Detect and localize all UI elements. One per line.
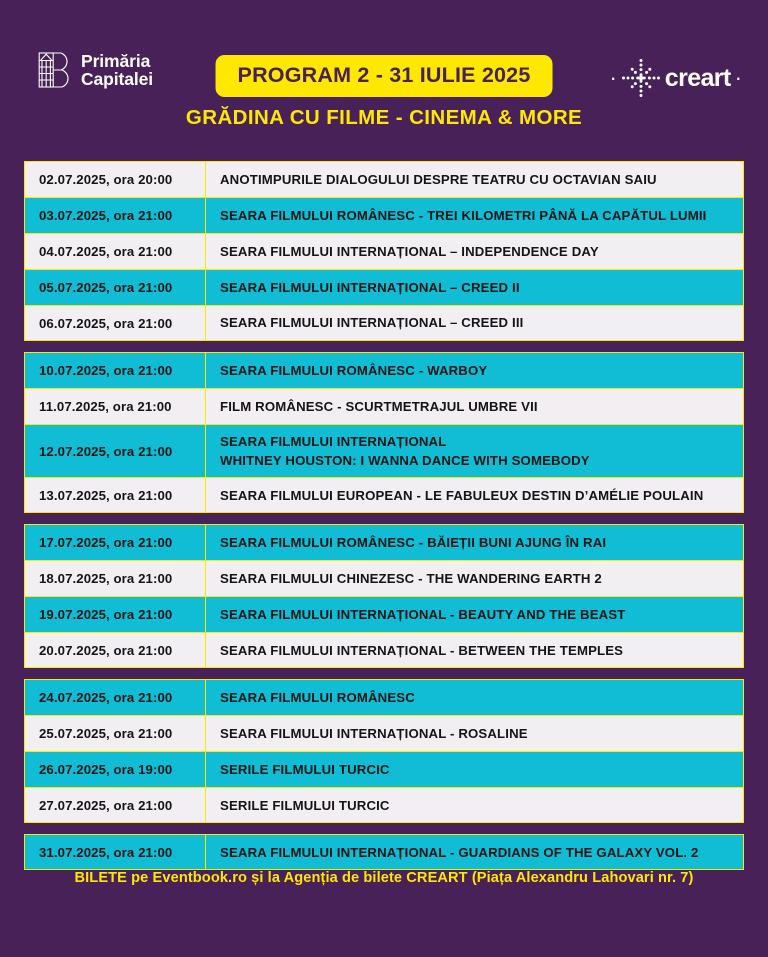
table-row[interactable]: 12.07.2025, ora 21:00 SEARA FILMULUI INTE… (24, 424, 744, 478)
schedule-group: 02.07.2025, ora 20:00 ANOTIMPURILE DIALOG… (24, 161, 744, 341)
table-row[interactable]: 25.07.2025, ora 21:00 SEARA FILMULUI INTE… (24, 715, 744, 752)
table-row[interactable]: 17.07.2025, ora 21:00 SEARA FILMULUI ROMÂ… (24, 524, 744, 561)
creart-logo: · (609, 58, 742, 98)
event-datetime: 06.07.2025, ora 21:00 (25, 306, 206, 340)
table-row[interactable]: 13.07.2025, ora 21:00 SEARA FILMULUI EURO… (24, 477, 744, 514)
table-row[interactable]: 26.07.2025, ora 19:00 SERILE FILMULUI TUR… (24, 751, 744, 788)
table-row[interactable]: 03.07.2025, ora 21:00 SEARA FILMULUI ROMÂ… (24, 197, 744, 233)
event-title: SERILE FILMULUI TURCIC (220, 797, 390, 813)
event-title: SEARA FILMULUI INTERNAȚIONAL – CREED II (220, 279, 520, 295)
event-datetime: 12.07.2025, ora 21:00 (25, 425, 206, 478)
table-row[interactable]: 06.07.2025, ora 21:00 SEARA FILMULUI INTE… (24, 305, 744, 341)
event-datetime: 04.07.2025, ora 21:00 (25, 234, 206, 269)
table-row[interactable]: 04.07.2025, ora 21:00 SEARA FILMULUI INTE… (24, 233, 744, 269)
event-title: SEARA FILMULUI INTERNAȚIONAL – INDEPENDE… (220, 243, 599, 259)
event-datetime: 20.07.2025, ora 21:00 (25, 633, 206, 668)
schedule-group: 10.07.2025, ora 21:00 SEARA FILMULUI ROMÂ… (24, 352, 744, 514)
event-title: SEARA FILMULUI ROMÂNESC - TREI KILOMETRI… (220, 207, 707, 223)
creart-wordmark: creart (664, 63, 732, 92)
creart-trail-dot-icon: · (734, 65, 742, 90)
event-title: SEARA FILMULUI INTERNAȚIONAL - BETWEEN T… (220, 642, 624, 658)
event-datetime: 11.07.2025, ora 21:00 (25, 389, 206, 424)
table-row[interactable]: 10.07.2025, ora 21:00 SEARA FILMULUI ROMÂ… (24, 352, 744, 388)
poster-subtitle: GRĂDINA CU FILME - CINEMA & MORE (185, 106, 583, 129)
event-title: SEARA FILMULUI INTERNAȚIONAL - GUARDIANS… (220, 844, 699, 860)
primaria-capitalei-wordmark: Primăria Capitalei (81, 50, 154, 89)
event-title: SEARA FILMULUI INTERNAȚIONAL - ROSALINE (220, 726, 528, 742)
event-datetime: 31.07.2025, ora 21:00 (25, 835, 206, 870)
event-title: FILM ROMÂNESC - SCURTMETRAJUL UMBRE VII (220, 398, 538, 414)
event-title: SEARA FILMULUI ROMÂNESC (220, 690, 415, 706)
schedule-group: 24.07.2025, ora 21:00 SEARA FILMULUI ROMÂ… (24, 679, 744, 824)
table-row[interactable]: 19.07.2025, ora 21:00 SEARA FILMULUI INTE… (24, 596, 744, 633)
table-row[interactable]: 05.07.2025, ora 21:00 SEARA FILMULUI INTE… (24, 269, 744, 305)
event-title: SEARA FILMULUI CHINEZESC - THE WANDERING… (220, 571, 602, 587)
event-datetime: 18.07.2025, ora 21:00 (25, 561, 206, 597)
event-datetime: 17.07.2025, ora 21:00 (25, 525, 206, 561)
event-title: SEARA FILMULUI ROMÂNESC - WARBOY (220, 362, 488, 378)
event-title: SERILE FILMULUI TURCIC (220, 762, 390, 778)
event-datetime: 03.07.2025, ora 21:00 (25, 198, 206, 233)
schedule-group: 17.07.2025, ora 21:00 SEARA FILMULUI ROMÂ… (24, 524, 744, 669)
event-datetime: 10.07.2025, ora 21:00 (25, 353, 206, 388)
primaria-capitalei-logo: Primăria Capitalei (38, 50, 153, 90)
event-title: SEARA FILMULUI INTERNAȚIONAL WHITNEY HOU… (220, 434, 590, 469)
primaria-capitalei-monogram-icon (38, 50, 72, 90)
table-row[interactable]: 31.07.2025, ora 21:00 SEARA FILMULUI INTE… (24, 834, 744, 871)
event-datetime: 27.07.2025, ora 21:00 (25, 788, 206, 823)
event-title: SEARA FILMULUI INTERNAȚIONAL - BEAUTY AN… (220, 607, 626, 623)
event-title: ANOTIMPURILE DIALOGULUI DESPRE TEATRU CU… (220, 171, 657, 187)
creart-diamond-icon (621, 58, 661, 98)
table-row[interactable]: 02.07.2025, ora 20:00 ANOTIMPURILE DIALOG… (24, 161, 744, 197)
event-datetime: 02.07.2025, ora 20:00 (25, 162, 206, 197)
schedule-table: 02.07.2025, ora 20:00 ANOTIMPURILE DIALOG… (24, 161, 744, 871)
table-row[interactable]: 24.07.2025, ora 21:00 SEARA FILMULUI ROMÂ… (24, 679, 744, 716)
creart-lead-dot-icon: · (609, 65, 617, 90)
event-datetime: 26.07.2025, ora 19:00 (25, 752, 206, 788)
event-datetime: 24.07.2025, ora 21:00 (25, 680, 206, 716)
event-datetime: 25.07.2025, ora 21:00 (25, 716, 206, 752)
table-row[interactable]: 20.07.2025, ora 21:00 SEARA FILMULUI INTE… (24, 632, 744, 669)
table-row[interactable]: 27.07.2025, ora 21:00 SERILE FILMULUI TUR… (24, 787, 744, 824)
event-datetime: 05.07.2025, ora 21:00 (25, 270, 206, 305)
event-title: SEARA FILMULUI ROMÂNESC - BĂIEȚII BUNI A… (220, 535, 607, 551)
event-title: SEARA FILMULUI EUROPEAN - LE FABULEUX DE… (220, 487, 704, 503)
poster-header: Primăria Capitalei PROGRAM 2 - 31 IULIE … (0, 0, 768, 140)
event-datetime: 19.07.2025, ora 21:00 (25, 597, 206, 633)
table-row[interactable]: 11.07.2025, ora 21:00 FILM ROMÂNESC - SCU… (24, 388, 744, 424)
event-title: SEARA FILMULUI INTERNAȚIONAL – CREED III (220, 315, 524, 331)
tickets-footer-note: BILETE pe Eventbook.ro și la Agenția de … (74, 870, 694, 886)
table-row[interactable]: 18.07.2025, ora 21:00 SEARA FILMULUI CHIN… (24, 560, 744, 597)
event-datetime: 13.07.2025, ora 21:00 (25, 478, 206, 513)
program-badge: PROGRAM 2 - 31 IULIE 2025 (215, 55, 553, 97)
schedule-group: 31.07.2025, ora 21:00 SEARA FILMULUI INTE… (24, 834, 744, 871)
